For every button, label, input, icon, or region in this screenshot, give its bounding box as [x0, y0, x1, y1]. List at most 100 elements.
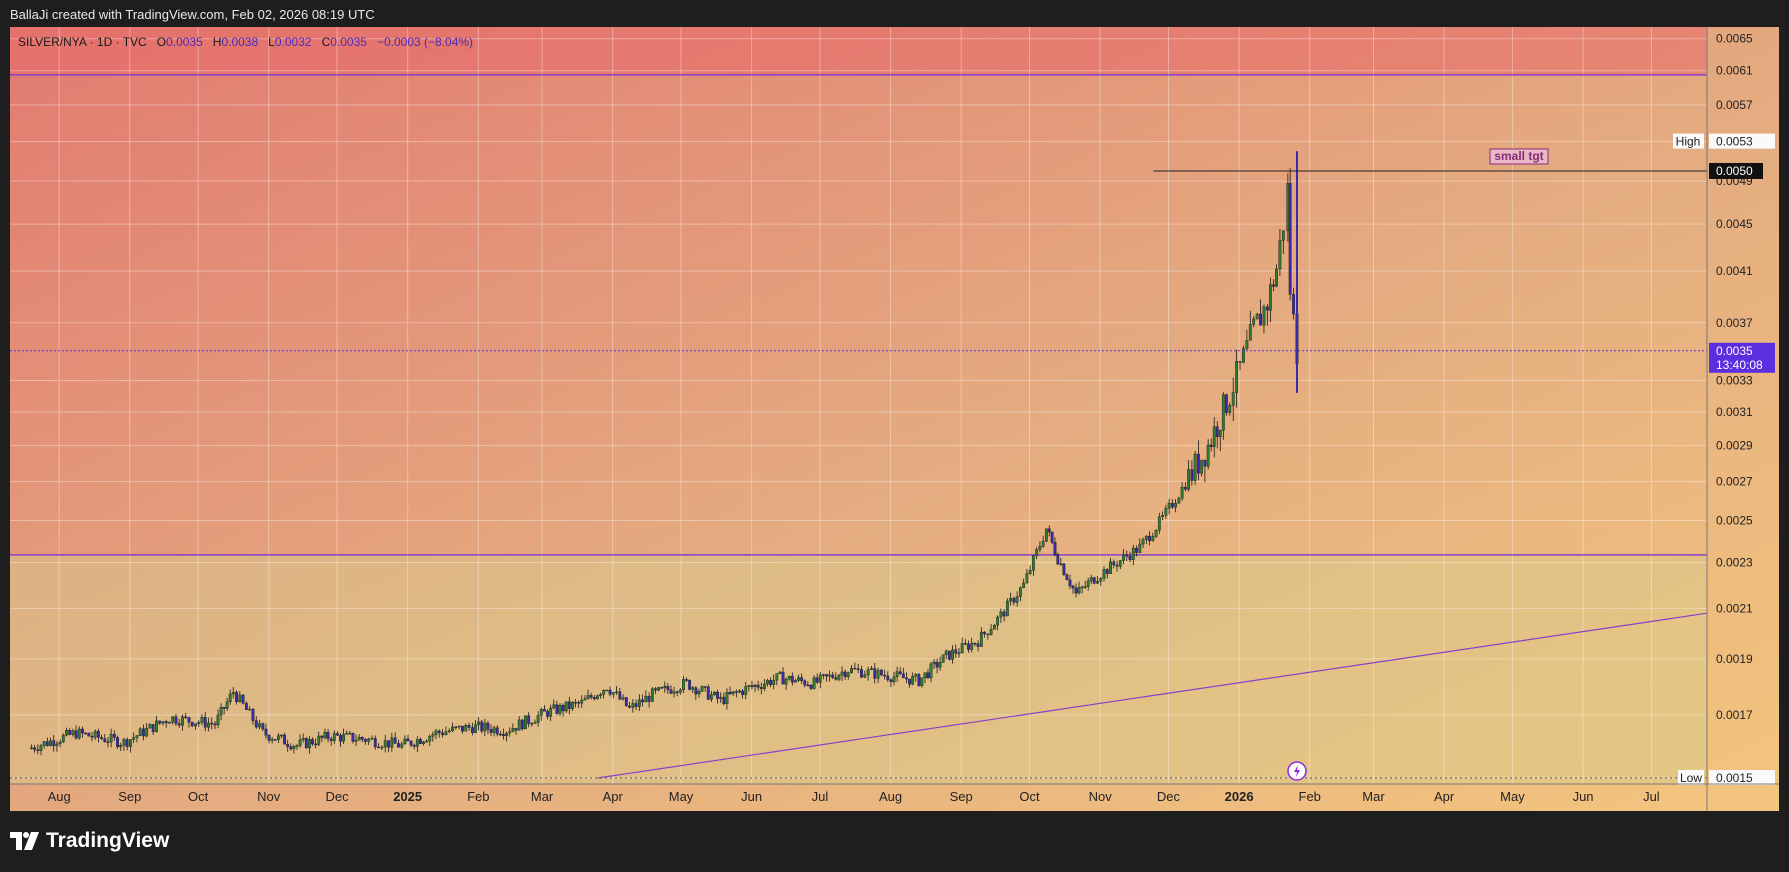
candle-body [194, 723, 197, 727]
price-tick: 0.0045 [1716, 217, 1753, 231]
candle-body [753, 684, 757, 687]
time-tick: Jul [1643, 789, 1660, 804]
candle-body [431, 734, 435, 737]
candle-body [558, 704, 562, 714]
candle-body [738, 690, 741, 693]
candle-body [119, 744, 123, 748]
candle-body [1050, 531, 1054, 543]
legend-close-label: C [321, 35, 331, 49]
candle-body [697, 691, 701, 695]
candle-body [815, 677, 819, 683]
candle-body [1269, 284, 1272, 311]
candle-body [781, 671, 785, 685]
ohlc-legend[interactable]: SILVER/NYA · 1D · TVC O0.0035 H0.0038 L0… [18, 35, 473, 49]
candle-body [935, 661, 939, 668]
candle-body [973, 642, 977, 645]
candle-body [960, 643, 964, 654]
candle-body [870, 668, 873, 670]
candle-body [505, 732, 508, 736]
time-tick: Mar [531, 789, 554, 804]
low-price: 0.0015 [1716, 771, 1753, 785]
high-tag-box [1673, 133, 1704, 149]
candle-body [1148, 535, 1151, 542]
candle-body [412, 744, 416, 747]
time-tick: Apr [1434, 789, 1455, 804]
tradingview-logo[interactable]: TradingView [10, 829, 169, 853]
candle-body [846, 672, 850, 677]
candle-body [231, 692, 235, 695]
candle-body [800, 677, 804, 681]
candle-body [549, 707, 553, 717]
candle-body [1077, 587, 1081, 594]
candle-body [477, 721, 481, 725]
price-chart[interactable]: small tgt0.00650.00610.00570.00530.00490… [10, 27, 1779, 811]
candle-body [1074, 587, 1078, 594]
time-tick: Sep [118, 789, 141, 804]
candle-body [1265, 306, 1269, 311]
candle-body [775, 673, 779, 681]
candle-body [863, 674, 867, 678]
candle-body [828, 674, 832, 677]
candle-body [1047, 528, 1051, 533]
candle-body [1231, 392, 1235, 406]
candle-body [317, 735, 321, 745]
candle-body [917, 674, 921, 686]
candle-body [1154, 529, 1158, 537]
candle-body [605, 689, 609, 692]
candle-body [138, 728, 142, 736]
candle-body [1164, 508, 1168, 516]
candle-body [744, 686, 748, 695]
candle-body [502, 734, 505, 736]
candle-body [843, 671, 847, 677]
candle-body [592, 696, 596, 700]
candle-body [276, 735, 280, 740]
candle-body [923, 672, 927, 678]
candle-body [171, 716, 175, 723]
candle-body [1065, 574, 1069, 581]
candle-body [498, 733, 502, 736]
candle-body [103, 738, 107, 742]
candle-body [1080, 586, 1084, 589]
candle-body [471, 727, 474, 733]
candle-body [1255, 313, 1259, 320]
candle-body [106, 741, 110, 743]
time-tick: Dec [326, 789, 350, 804]
time-tick: Oct [188, 789, 209, 804]
candle-body [546, 711, 549, 717]
time-tick: Mar [1362, 789, 1385, 804]
candle-body [976, 643, 980, 647]
time-tick: 2026 [1225, 789, 1254, 804]
time-tick: Jun [741, 789, 762, 804]
candle-body [42, 741, 46, 746]
candle-body [1228, 405, 1232, 413]
candle-body [225, 701, 229, 709]
candle-body [725, 692, 729, 704]
candle-body [96, 731, 100, 738]
candle-body [492, 727, 496, 733]
price-tick: 0.0021 [1716, 601, 1753, 615]
candle-body [304, 738, 308, 749]
candle-body [390, 737, 394, 748]
chart-frame[interactable]: small tgt0.00650.00610.00570.00530.00490… [10, 27, 1779, 811]
candle-body [190, 721, 194, 727]
candle-body [536, 715, 540, 723]
candle-body [254, 720, 258, 728]
candle-body [750, 685, 754, 687]
time-tick: Jul [812, 789, 829, 804]
upper-zone [10, 27, 1707, 75]
candle-body [1135, 547, 1138, 553]
time-tick: Nov [1089, 789, 1113, 804]
price-tick: 0.0033 [1716, 373, 1753, 387]
price-tick: 0.0023 [1716, 555, 1753, 569]
candle-body [954, 649, 958, 654]
candle-body [728, 692, 732, 695]
candle-body [434, 730, 438, 735]
candle-body [1112, 561, 1116, 566]
candle-body [706, 686, 710, 700]
candle-body [669, 689, 673, 694]
candle-body [866, 669, 870, 676]
candle-body [892, 676, 896, 683]
candle-body [100, 737, 103, 739]
candle-body [1125, 554, 1129, 557]
candle-body [36, 749, 40, 751]
